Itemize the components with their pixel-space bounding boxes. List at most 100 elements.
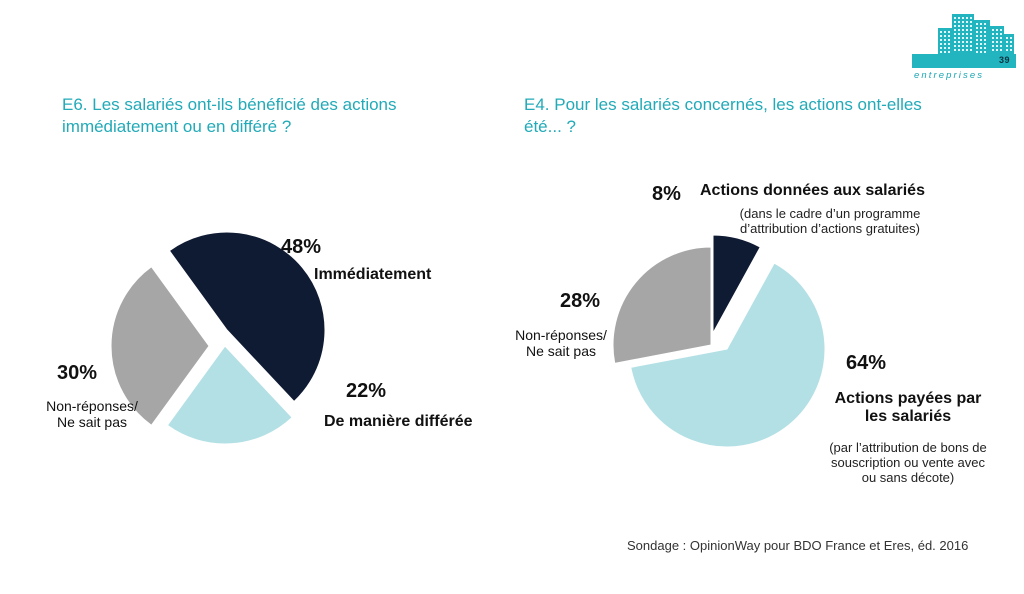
building-window [958,41,960,43]
building-window [962,21,964,23]
building-window [976,27,978,29]
building-window [996,29,998,31]
slice-label-payees-pct: 64% [846,352,887,374]
building-window [958,25,960,27]
building-window [954,45,956,47]
building-window [984,27,986,29]
building-window [954,41,956,43]
slice-label-donnees: Actions données aux salariés [700,182,925,199]
building-window [966,45,968,47]
building-window [958,29,960,31]
building-window [958,45,960,47]
building-window [992,41,994,43]
building-window [970,17,972,19]
building-window [984,43,986,45]
buildings-icon [912,14,1016,68]
building-window [940,35,942,37]
building-window [962,25,964,27]
badge-label: entreprises [914,70,985,81]
note-line: d’attribution d’actions gratuites) [740,221,920,236]
badge-band [912,54,1016,68]
building-window [980,47,982,49]
building-window [948,39,950,41]
building-window [1010,41,1012,43]
building-window [996,45,998,47]
slice-label-differee: De manière différée [324,413,473,430]
building-window [992,45,994,47]
building-window [962,45,964,47]
building-window [992,29,994,31]
slice-label-donnees-pct: 8% [652,183,681,205]
note-line: souscription ou vente avec [831,455,985,470]
building-window [958,49,960,51]
slice-note-payees: (par l’attribution de bons de souscripti… [808,440,1008,485]
building-window [980,35,982,37]
label-line: Non-réponses/ [46,398,138,414]
building-shape [1004,34,1014,54]
building-window [970,45,972,47]
building-window [996,49,998,51]
building-window [1006,41,1008,43]
building-window [980,31,982,33]
building-window [976,23,978,25]
slice-label-immediatement-pct: 48% [281,236,322,258]
building-window [940,43,942,45]
building-window [944,43,946,45]
label-line: Ne sait pas [525,343,597,359]
building-window [966,17,968,19]
slice-nonreponses [110,266,210,426]
slice-label-nonreponses-2-pct: 28% [560,290,601,312]
building-window [966,33,968,35]
building-window [970,29,972,31]
slice-label-payees: Actions payées par les salariés [818,390,998,426]
building-window [944,35,946,37]
building-window [948,43,950,45]
building-window [980,51,982,53]
building-window [984,23,986,25]
building-window [940,51,942,53]
building-window [976,39,978,41]
building-window [958,33,960,35]
building-window [980,43,982,45]
building-window [948,47,950,49]
building-window [1006,45,1008,47]
building-window [954,33,956,35]
building-window [970,21,972,23]
building-window [966,29,968,31]
label-line: Non-réponses/ [515,327,607,343]
building-window [948,51,950,53]
building-window [984,35,986,37]
building-window [980,27,982,29]
slice-note-donnees: (dans le cadre d’un programme d’attribut… [700,206,960,236]
building-window [954,21,956,23]
building-window [944,39,946,41]
building-window [958,37,960,39]
building-window [966,37,968,39]
building-window [970,33,972,35]
building-window [976,51,978,53]
building-window [944,47,946,49]
building-window [962,29,964,31]
building-window [962,33,964,35]
building-window [1010,37,1012,39]
label-line: Actions payées par [834,390,982,407]
building-window [966,25,968,27]
building-window [984,39,986,41]
building-window [962,41,964,43]
building-window [980,23,982,25]
label-line: les salariés [864,408,952,425]
building-window [996,37,998,39]
building-window [966,49,968,51]
building-window [958,17,960,19]
building-window [970,25,972,27]
entreprises-badge: 39 entreprises [912,14,1016,84]
building-window [970,49,972,51]
building-window [992,37,994,39]
note-line: ou sans décote) [861,470,955,485]
slice-differee [166,345,293,445]
slice-label-nonreponses-1-pct: 30% [57,362,98,384]
building-window [976,47,978,49]
question-e4: E4. Pour les salariés concernés, les act… [524,95,922,136]
note-line: (dans le cadre d’un programme [739,206,921,221]
